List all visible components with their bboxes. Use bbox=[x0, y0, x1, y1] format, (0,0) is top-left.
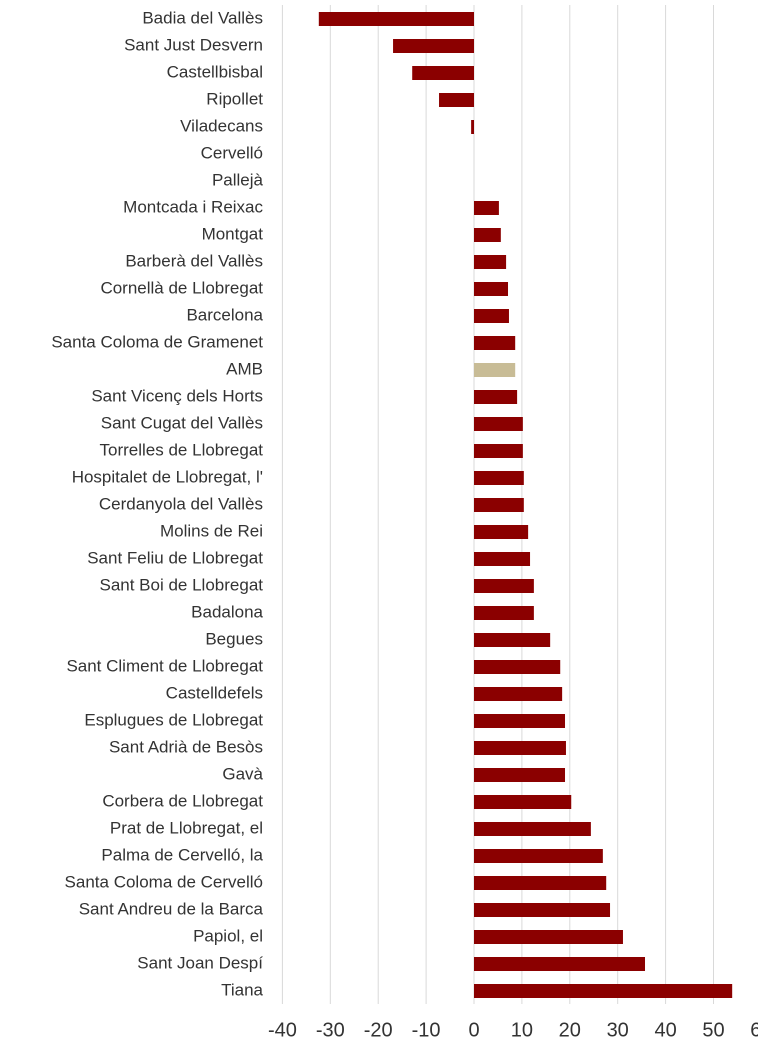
category-label: Badia del Vallès bbox=[142, 8, 263, 27]
category-label: Sant Feliu de Llobregat bbox=[87, 548, 263, 567]
category-label: Sant Climent de Llobregat bbox=[66, 656, 263, 675]
bar bbox=[474, 957, 646, 971]
x-tick-label: 40 bbox=[654, 1019, 676, 1041]
category-label: Montcada i Reixac bbox=[123, 197, 263, 216]
category-label: Palma de Cervelló, la bbox=[101, 845, 263, 864]
x-tick-label: 30 bbox=[607, 1019, 629, 1041]
x-tick-label: -10 bbox=[412, 1019, 441, 1041]
bar bbox=[439, 93, 474, 107]
category-label: Sant Boi de Llobregat bbox=[99, 575, 263, 594]
bar bbox=[474, 984, 733, 998]
x-tick-label: 0 bbox=[468, 1019, 479, 1041]
bar bbox=[474, 444, 523, 458]
x-tick-label: 10 bbox=[511, 1019, 533, 1041]
category-label: Esplugues de Llobregat bbox=[84, 710, 263, 729]
category-label: Cervelló bbox=[201, 143, 263, 162]
category-label: Torrelles de Llobregat bbox=[100, 440, 264, 459]
category-label: Pallejà bbox=[212, 170, 264, 189]
category-label: Santa Coloma de Gramenet bbox=[51, 332, 263, 351]
bar bbox=[474, 741, 566, 755]
category-label: Castelldefels bbox=[166, 683, 263, 702]
category-label: Molins de Rei bbox=[160, 521, 263, 540]
x-tick-label: -40 bbox=[268, 1019, 297, 1041]
bar bbox=[474, 606, 534, 620]
bar bbox=[474, 714, 566, 728]
bar bbox=[474, 876, 607, 890]
bar bbox=[474, 336, 516, 350]
category-label: Badalona bbox=[191, 602, 263, 621]
bar bbox=[474, 363, 516, 377]
category-label: Castellbisbal bbox=[167, 62, 263, 81]
bar bbox=[393, 39, 474, 53]
category-label: Sant Cugat del Vallès bbox=[101, 413, 263, 432]
bar bbox=[474, 255, 507, 269]
category-label: Corbera de Llobregat bbox=[102, 791, 263, 810]
category-label: Barberà del Vallès bbox=[125, 251, 263, 270]
category-label: Begues bbox=[205, 629, 263, 648]
category-label: Sant Andreu de la Barca bbox=[79, 899, 264, 918]
category-label: Ripollet bbox=[206, 89, 263, 108]
category-label: Barcelona bbox=[186, 305, 263, 324]
x-tick-label: 60 bbox=[750, 1019, 758, 1041]
bar bbox=[474, 390, 518, 404]
bar bbox=[474, 795, 572, 809]
x-tick-label: -30 bbox=[316, 1019, 345, 1041]
category-label: Sant Adrià de Besòs bbox=[109, 737, 263, 756]
bar bbox=[474, 849, 603, 863]
category-label: Papiol, el bbox=[193, 926, 263, 945]
bar bbox=[474, 930, 623, 944]
bar bbox=[474, 471, 524, 485]
bar bbox=[471, 120, 474, 134]
bar bbox=[474, 660, 561, 674]
bar bbox=[474, 417, 523, 431]
bar bbox=[474, 525, 529, 539]
x-tick-label: -20 bbox=[364, 1019, 393, 1041]
bar bbox=[474, 687, 563, 701]
category-label: Hospitalet de Llobregat, l' bbox=[72, 467, 263, 486]
category-label: Sant Vicenç dels Horts bbox=[91, 386, 263, 405]
bar bbox=[474, 498, 524, 512]
category-label: Santa Coloma de Cervelló bbox=[65, 872, 263, 891]
bar bbox=[412, 66, 474, 80]
category-label: Cerdanyola del Vallès bbox=[99, 494, 263, 513]
category-label: Tiana bbox=[221, 980, 263, 999]
category-label: Sant Joan Despí bbox=[137, 953, 263, 972]
x-tick-label: 50 bbox=[702, 1019, 724, 1041]
category-label: AMB bbox=[226, 359, 263, 378]
bar bbox=[474, 228, 501, 242]
category-label: Gavà bbox=[222, 764, 263, 783]
category-label: Montgat bbox=[202, 224, 264, 243]
bar bbox=[474, 579, 534, 593]
x-tick-label: 20 bbox=[559, 1019, 581, 1041]
bar bbox=[474, 201, 499, 215]
bar bbox=[474, 282, 509, 296]
bar bbox=[474, 822, 591, 836]
category-label: Sant Just Desvern bbox=[124, 35, 263, 54]
bar bbox=[474, 768, 566, 782]
bar bbox=[474, 633, 551, 647]
category-label: Viladecans bbox=[180, 116, 263, 135]
bar bbox=[318, 12, 474, 26]
bar bbox=[474, 903, 611, 917]
bar bbox=[474, 552, 531, 566]
bar bbox=[474, 309, 509, 323]
category-label: Cornellà de Llobregat bbox=[100, 278, 263, 297]
category-label: Prat de Llobregat, el bbox=[110, 818, 263, 837]
